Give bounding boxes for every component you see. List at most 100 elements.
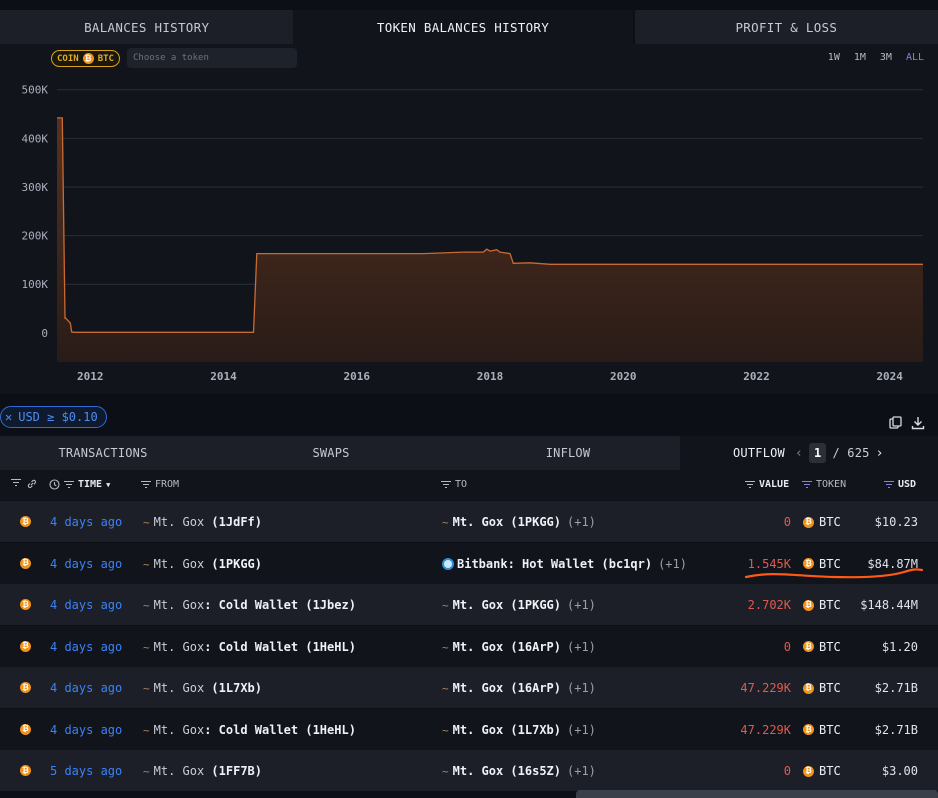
row-from[interactable]: ~ Mt. Gox (1L7Xb) [143,681,262,695]
column-value[interactable]: VALUE [745,479,789,490]
row-time[interactable]: 4 days ago [50,598,123,612]
row-value: 1.545K [747,556,791,571]
row-to[interactable]: ~ Mt. Gox (1PKGG) (+1) [442,515,596,529]
row-to-entity: Mt. Gox (1L7Xb) [452,722,561,737]
current-page[interactable]: 1 [809,443,827,463]
tab-inflow[interactable]: INFLOW [545,446,591,460]
tab-token-balances-history[interactable]: TOKEN BALANCES HISTORY [293,10,633,44]
mtgox-icon: ~ [143,682,150,695]
table-row[interactable]: ₿ 4 days ago ~ Mt. Gox: Cold Wallet (1Jbe… [0,584,938,625]
row-to-extra[interactable]: (+1) [567,598,596,612]
row-from-entity: Mt. Gox [153,598,205,612]
column-token[interactable]: TOKEN [802,479,846,490]
mtgox-icon: ~ [442,599,449,612]
range-1m[interactable]: 1M [853,52,866,63]
row-time[interactable]: 4 days ago [50,515,123,529]
table-row[interactable]: ₿ 4 days ago ~ Mt. Gox: Cold Wallet (1HeH… [0,625,938,667]
row-to-extra[interactable]: (+1) [567,515,596,529]
row-from-label: : Cold Wallet (1HeHL) [204,639,356,654]
mtgox-icon: ~ [143,599,150,612]
row-time[interactable]: 5 days ago [50,764,123,778]
range-1w[interactable]: 1W [827,52,840,63]
row-to-extra[interactable]: (+1) [658,556,687,571]
coin-label: COIN [57,53,79,64]
tab-profit-loss[interactable]: PROFIT & LOSS [634,10,938,44]
row-from[interactable]: ~ Mt. Gox (1JdFf) [143,515,262,529]
row-token[interactable]: ₿ BTC [803,598,841,612]
filter-icon[interactable] [11,479,21,487]
table-row[interactable]: ₿ 5 days ago ~ Mt. Gox (1FF7B) ~ Mt. Gox (… [0,750,938,791]
tab-outflow-label: OUTFLOW [733,446,785,460]
x-tick-label: 2012 [77,370,104,383]
row-to[interactable]: ~ Mt. Gox (16ArP) (+1) [442,640,596,654]
highlight-underline [744,568,924,579]
tab-swaps[interactable]: SWAPS [312,446,350,460]
row-value: 0 [783,639,791,654]
row-from-label: : Cold Wallet (1HeHL) [204,722,356,737]
row-time[interactable]: 4 days ago [50,639,123,654]
row-to-extra[interactable]: (+1) [567,681,596,695]
row-token[interactable]: ₿ BTC [803,723,841,737]
row-to-extra[interactable]: (+1) [567,722,596,737]
link-icon[interactable] [27,479,37,489]
row-token[interactable]: ₿ BTC [803,640,841,654]
close-icon[interactable]: ✕ [5,410,13,424]
column-from[interactable]: FROM [141,479,179,490]
row-to[interactable]: ~ Mt. Gox (16s5Z) (+1) [442,764,596,778]
table-row[interactable]: ₿ 4 days ago ~ Mt. Gox (1L7Xb) ~ Mt. Gox (… [0,667,938,708]
row-to-extra[interactable]: (+1) [567,764,596,778]
bitcoin-icon: ₿ [20,723,31,735]
row-time[interactable]: 4 days ago [50,681,123,695]
table-row[interactable]: ₿ 4 days ago ~ Mt. Gox (1JdFf) ~ Mt. Gox (… [0,501,938,542]
bitcoin-icon: ₿ [20,557,31,569]
table-row[interactable]: ₿ 4 days ago ~ Mt. Gox (1PKGG) Bitbank: H… [0,542,938,584]
row-token[interactable]: ₿ BTC [803,764,841,778]
row-time[interactable]: 4 days ago [50,556,123,571]
chevron-left-icon[interactable]: ‹ [794,445,804,461]
column-value-label: VALUE [759,479,790,490]
bitcoin-icon: ₿ [803,599,814,611]
row-time[interactable]: 4 days ago [50,722,123,737]
row-from[interactable]: ~ Mt. Gox (1FF7B) [143,764,262,778]
y-tick-label: 300K [22,181,49,194]
row-to-extra[interactable]: (+1) [567,639,596,654]
row-from[interactable]: ~ Mt. Gox (1PKGG) [143,557,262,571]
download-icon[interactable] [911,416,925,430]
tab-outflow[interactable]: OUTFLOW ‹ 1 / 625 › [680,436,938,470]
x-tick-label: 2018 [477,370,504,383]
row-usd: $2.71B [874,722,918,737]
row-to[interactable]: ~ Mt. Gox (1L7Xb) (+1) [442,723,596,737]
mtgox-icon: ~ [442,765,449,778]
bitcoin-icon: ₿ [20,599,31,610]
x-tick-label: 2022 [743,370,770,383]
table-row[interactable]: ₿ 4 days ago ~ Mt. Gox: Cold Wallet (1HeH… [0,708,938,750]
row-from[interactable]: ~ Mt. Gox: Cold Wallet (1Jbez) [143,598,356,612]
row-value: 47.229K [740,722,791,737]
column-usd[interactable]: USD [884,479,916,490]
mtgox-icon: ~ [442,723,449,737]
mtgox-icon: ~ [143,723,150,737]
y-tick-label: 200K [22,230,49,243]
tab-transactions[interactable]: TRANSACTIONS [58,446,148,460]
column-time[interactable]: TIME ▼ [49,479,110,490]
chevron-right-icon[interactable]: › [875,445,884,461]
row-from[interactable]: ~ Mt. Gox: Cold Wallet (1HeHL) [143,640,356,654]
tab-balances-history[interactable]: BALANCES HISTORY [0,10,294,44]
usd-filter-chip[interactable]: ✕ USD ≥ $0.10 [0,406,107,428]
row-token[interactable]: ₿ BTC [803,681,841,695]
token-search-input[interactable] [127,48,297,68]
row-to-entity: Mt. Gox (1PKGG) [452,515,561,529]
row-to[interactable]: ~ Mt. Gox (1PKGG) (+1) [442,598,596,612]
column-to[interactable]: TO [441,479,467,490]
row-from[interactable]: ~ Mt. Gox: Cold Wallet (1HeHL) [143,723,356,737]
range-3m[interactable]: 3M [879,52,892,63]
copy-icon[interactable] [889,416,903,430]
range-all[interactable]: ALL [905,52,924,63]
coin-filter-pill[interactable]: COIN ₿ BTC [51,50,120,67]
bottom-scrollbar[interactable] [576,790,938,798]
row-to[interactable]: ~ Mt. Gox (16ArP) (+1) [442,681,596,695]
row-token-label: BTC [819,515,841,529]
row-token[interactable]: ₿ BTC [803,557,841,571]
row-to[interactable]: Bitbank: Hot Wallet (bc1qr) (+1) [442,557,687,571]
row-token[interactable]: ₿ BTC [803,515,841,529]
